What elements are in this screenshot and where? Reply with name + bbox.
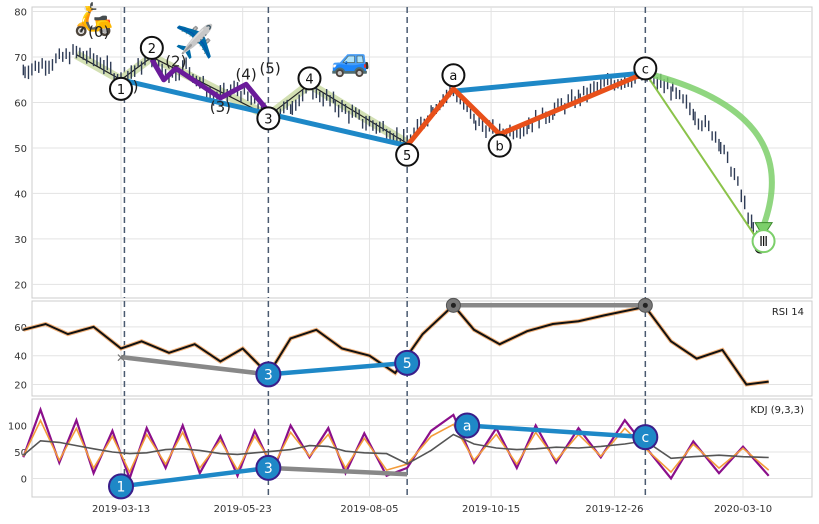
wave-label: (0) (88, 23, 109, 41)
rsi-annotation-label: 5 (403, 356, 412, 372)
kdj-ytick-label: 50 (14, 448, 27, 459)
wave-label: 5 (403, 149, 411, 164)
price-overlay-line (405, 70, 647, 148)
price-ytick-label: 70 (14, 53, 27, 64)
kdj-annotation-label: c (641, 430, 649, 446)
price-ytick-label: 60 (14, 98, 27, 109)
x-tick-label: 2019-10-15 (462, 504, 520, 515)
rsi-frame (31, 300, 813, 397)
rsi-title: RSI 14 (772, 307, 804, 318)
rsi-divergence-line (120, 354, 269, 377)
kdj-annotation-circle (632, 424, 659, 451)
wave-label-circle (297, 66, 322, 91)
emoji-icon: 🛵 (74, 0, 114, 38)
wave-label: (2) (165, 53, 186, 71)
wave-label: 3 (264, 112, 272, 127)
rsi-annotation-circle (394, 349, 421, 376)
wave-label: 2 (148, 42, 156, 57)
wave-label: (4) (235, 65, 256, 83)
kdj-divergence-line (268, 465, 408, 477)
x-tick-label: 2019-08-05 (340, 504, 398, 515)
price-panel: 20 30 40 50 60 70 80 (14, 6, 813, 299)
kdj-ytick-label: 100 (8, 421, 27, 432)
wave-label-circle (395, 142, 420, 167)
rsi-ytick-label: 40 (14, 352, 27, 363)
projection-arrow (644, 70, 775, 228)
kdj-annotation-circle (255, 454, 282, 481)
wave-label: b (496, 140, 504, 155)
wave-label: (5) (259, 59, 280, 77)
kdj-divergence-line (120, 465, 269, 489)
wave-label-circle (633, 56, 658, 81)
wave-label: a (449, 69, 457, 84)
kdj-ytick-label: 0 (21, 474, 27, 485)
price-ytick-label: 50 (14, 144, 27, 155)
wave-label-circle (256, 106, 281, 131)
x-tick-label: 2019-05-23 (214, 504, 272, 515)
rsi-annotation-label: 3 (264, 367, 273, 383)
wave-label-circle (441, 63, 466, 88)
wave-label: c (642, 62, 649, 77)
rsi-ytick-label: 60 (14, 323, 27, 334)
rsi-start-marker: ✕ (116, 351, 126, 365)
kdj-annotation-label: a (463, 418, 472, 434)
x-tick-label: 2020-03-10 (714, 504, 772, 515)
price-ytick-label: 20 (14, 280, 27, 291)
kdj-k-line (22, 418, 770, 474)
price-frame (31, 6, 813, 299)
rsi-annotation-circle (255, 361, 282, 388)
rsi-divergence-line (268, 360, 408, 377)
kdj-d-line (22, 433, 769, 465)
x-tick-label: 2019-03-13 (92, 504, 150, 515)
rsi-marker-core (642, 302, 648, 308)
wave-label-circle (487, 133, 512, 158)
price-ytick-label: 80 (14, 8, 27, 19)
wave-label: Ⅲ (759, 235, 768, 250)
kdj-title: KDJ (9,3,3) (750, 405, 804, 416)
wave-label-circle (139, 35, 164, 60)
wave-label-circle (109, 76, 133, 101)
wave-label: 1 (117, 83, 125, 98)
kdj-annotation-label: 3 (264, 461, 273, 477)
kdj-divergence-line (466, 423, 646, 440)
price-overlay-line (453, 70, 646, 94)
emoji-icon: 🚙 (331, 41, 371, 79)
wave-label: 4 (305, 72, 313, 87)
rsi-marker-core (450, 302, 456, 308)
price-ytick-label: 40 (14, 189, 27, 200)
wave-label-circle (751, 229, 776, 254)
kdj-annotation-label: 1 (117, 479, 126, 495)
rsi-ytick-label: 20 (14, 380, 27, 391)
emoji-icon: ✈️ (175, 22, 215, 60)
kdj-annotation-circle (108, 473, 134, 500)
wave-label: (3) (210, 98, 231, 116)
price-ytick-label: 30 (14, 235, 27, 246)
price-overlay-line (644, 72, 761, 244)
kdj-annotation-circle (454, 412, 481, 439)
price-overlay-line (149, 58, 271, 114)
x-tick-label: 2019-12-26 (585, 504, 643, 515)
